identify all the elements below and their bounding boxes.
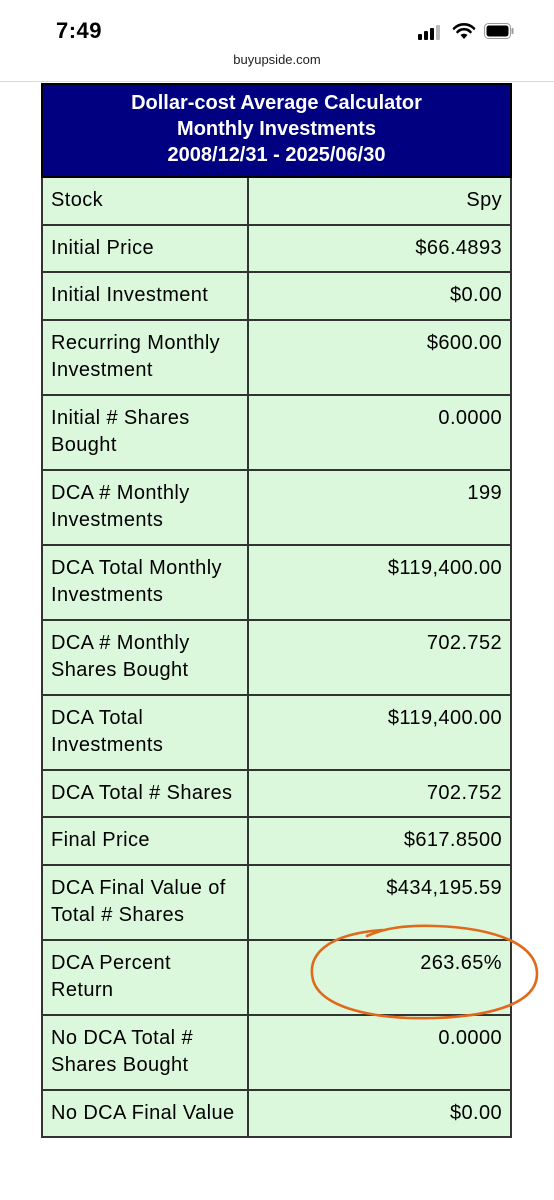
row-label: Final Price	[43, 818, 249, 864]
table-row: DCA Total Investments $119,400.00	[43, 695, 510, 771]
table-row: Initial # Shares Bought 0.0000	[43, 395, 510, 471]
table-body: Stock Spy Initial Price $66.4893 Initial Inv…	[41, 178, 512, 1138]
row-label: No DCA Total # Shares Bought	[43, 1015, 249, 1089]
table-row: Recurring Monthly Investment $600.00	[43, 320, 510, 396]
row-value: 0.0000	[438, 406, 502, 429]
table-row: Initial Investment $0.00	[43, 273, 510, 321]
row-label: No DCA Final Value	[43, 1090, 249, 1136]
table-row: DCA Final Value of Total # Shares $434,19…	[43, 865, 510, 941]
status-time: 7:49	[56, 18, 103, 43]
table-row: No DCA Final Value $0.00	[43, 1090, 510, 1138]
status-bar: 7:49	[0, 0, 554, 50]
table-row: Final Price $617.8500	[43, 818, 510, 866]
table-row: Stock Spy	[43, 178, 510, 226]
row-value: Spy	[466, 189, 502, 211]
url-text[interactable]: buyupside.com	[233, 52, 321, 67]
row-label: Initial Investment	[43, 273, 249, 319]
row-value: $0.00	[449, 284, 502, 306]
address-bar[interactable]: buyupside.com	[0, 52, 554, 78]
table-row: DCA # Monthly Shares Bought 702.752	[43, 620, 510, 696]
table-row: DCA Total # Shares 702.752	[43, 770, 510, 818]
table-title: Dollar-cost Average Calculator	[131, 92, 422, 114]
table-row: Initial Price $66.4893	[43, 225, 510, 273]
table-row: DCA # Monthly Investments 199	[43, 470, 510, 546]
row-label: DCA # Monthly Investments	[43, 470, 249, 544]
row-value: 263.65%	[420, 951, 502, 974]
table-header: Dollar-cost Average Calculator Monthly I…	[41, 83, 512, 178]
row-value: 702.752	[426, 631, 502, 654]
row-label: Stock	[43, 178, 249, 224]
row-label: Initial Price	[43, 225, 249, 271]
row-label: DCA Final Value of Total # Shares	[43, 865, 249, 939]
row-label: DCA # Monthly Shares Bought	[43, 620, 249, 694]
row-value: $119,400.00	[387, 556, 502, 579]
table-subtitle: Monthly Investments	[177, 118, 376, 140]
row-value: $0.00	[449, 1101, 502, 1124]
table-row: DCA Total Monthly Investments $119,400.00	[43, 545, 510, 621]
row-label: DCA Total Monthly Investments	[43, 545, 249, 619]
row-value: $617.8500	[403, 829, 502, 851]
row-label: DCA Total # Shares	[43, 770, 249, 816]
row-value: $600.00	[426, 331, 502, 354]
row-value: 0.0000	[438, 1026, 502, 1049]
toolbar-divider	[0, 81, 554, 82]
cellular-signal-icon	[418, 24, 442, 40]
table-date-range: 2008/12/31 - 2025/06/30	[167, 144, 386, 166]
row-value: 199	[467, 481, 502, 504]
table-row: DCA Percent Return 263.65%	[43, 940, 510, 1016]
row-label: DCA Total Investments	[43, 695, 249, 769]
table-row: No DCA Total # Shares Bought 0.0000	[43, 1015, 510, 1091]
row-value: 702.752	[426, 781, 502, 804]
dca-calculator-table: Dollar-cost Average Calculator Monthly I…	[41, 83, 512, 1138]
row-label: Recurring Monthly Investment	[43, 320, 249, 394]
row-value: $119,400.00	[387, 706, 502, 729]
wifi-icon	[452, 23, 476, 39]
battery-icon	[484, 23, 514, 39]
row-value: $66.4893	[415, 236, 502, 259]
row-value: $434,195.59	[386, 876, 502, 899]
row-label: DCA Percent Return	[43, 940, 249, 1014]
row-label: Initial # Shares Bought	[43, 395, 249, 469]
